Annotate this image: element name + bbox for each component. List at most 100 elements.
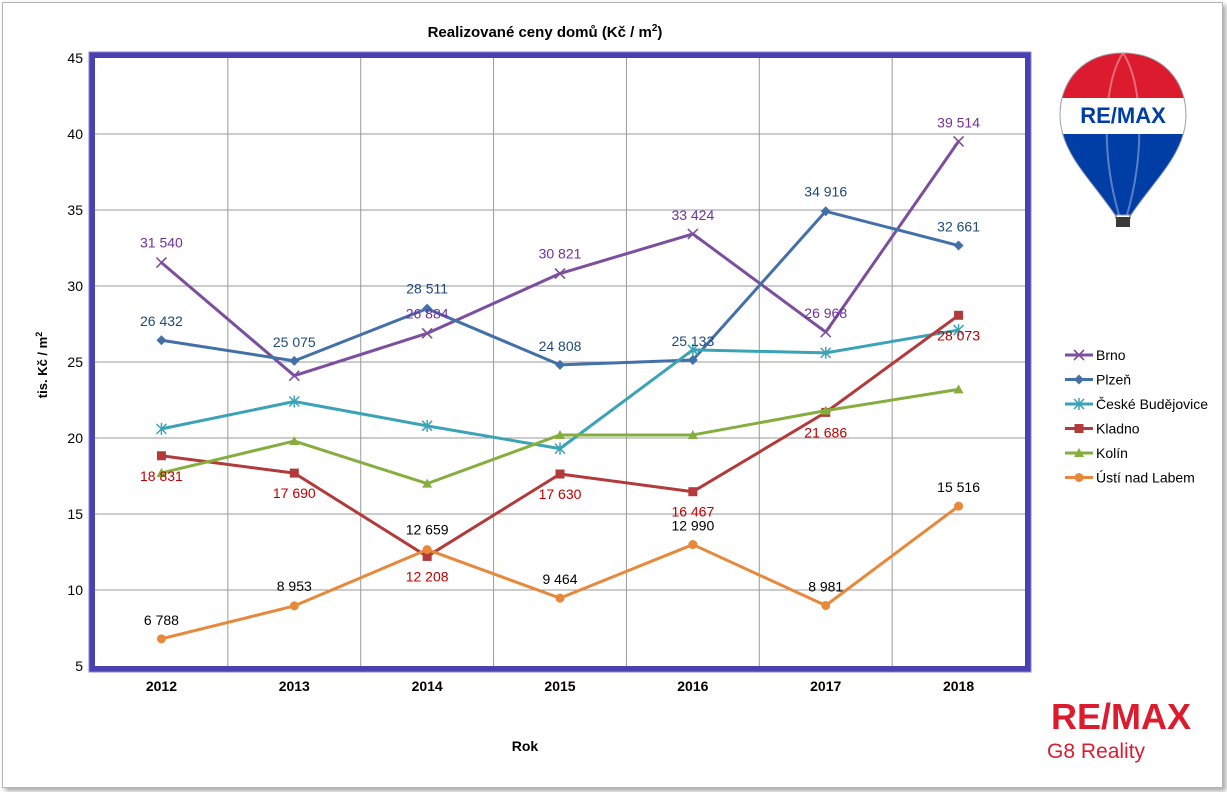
legend-item: Brno — [1065, 347, 1126, 363]
data-point — [1074, 374, 1084, 385]
data-point — [288, 370, 300, 382]
data-label: 24 808 — [539, 338, 582, 354]
data-point — [687, 343, 699, 356]
data-label: 25 075 — [273, 334, 316, 350]
series-lines — [155, 135, 965, 644]
data-point — [422, 545, 432, 555]
data-point — [555, 469, 565, 479]
data-point — [1073, 349, 1085, 361]
data-label: 28 511 — [406, 281, 448, 297]
data-point — [555, 359, 565, 370]
data-point — [289, 601, 299, 611]
legend-item: Kolín — [1065, 445, 1128, 461]
legend-label: Ústí nad Labem — [1096, 470, 1195, 486]
data-point — [421, 419, 433, 432]
legend-item: Plzeň — [1065, 372, 1131, 388]
remax-balloon-icon: RE/MAX — [1059, 52, 1187, 227]
data-label: 21 686 — [804, 424, 847, 440]
y-tick-label: 45 — [67, 50, 83, 66]
x-tick-label: 2018 — [943, 678, 974, 694]
y-axis-label: tis. Kč / m2 — [34, 332, 50, 398]
data-point — [289, 436, 300, 446]
data-label: 12 659 — [406, 522, 449, 538]
data-point — [1074, 473, 1084, 482]
x-axis-label: Rok — [512, 738, 539, 754]
data-point — [820, 326, 832, 338]
data-point — [422, 551, 432, 561]
chart-title: Realizované ceny domů (Kč / m2) — [428, 23, 663, 41]
data-point — [288, 395, 300, 408]
data-label: 34 916 — [804, 183, 847, 199]
y-axis-ticks: 5 10 15 20 25 30 35 40 45 — [67, 50, 83, 674]
data-label: 17 630 — [539, 486, 582, 502]
data-point — [821, 600, 831, 610]
line-chart: Realizované ceny domů (Kč / m2) 5 10 15 20 2… — [34, 23, 1208, 763]
svg-text:G8 Reality: G8 Reality — [1047, 740, 1146, 763]
data-point — [953, 384, 964, 394]
series-Brno — [155, 135, 965, 382]
data-label: 18 831 — [140, 468, 183, 484]
data-point — [422, 478, 433, 488]
data-label: 26 884 — [406, 305, 449, 321]
data-point — [953, 240, 964, 251]
series-České Budějovice — [155, 324, 965, 455]
data-point — [820, 405, 831, 415]
y-tick-label: 40 — [67, 126, 83, 142]
data-label: 26 432 — [140, 313, 183, 329]
data-label: 32 661 — [937, 219, 980, 235]
data-label: 17 690 — [273, 485, 316, 501]
legend-label: Kladno — [1096, 421, 1140, 437]
legend-item: České Budějovice — [1065, 396, 1208, 412]
series-Plzeň — [156, 206, 964, 370]
data-label: 39 514 — [937, 114, 980, 130]
legend-label: Plzeň — [1096, 372, 1131, 388]
legend-label: České Budějovice — [1096, 396, 1208, 412]
remax-logo: RE/MAX G8 Reality — [1047, 696, 1191, 763]
y-tick-label: 30 — [67, 278, 83, 294]
data-label: 30 821 — [539, 246, 582, 262]
series-Ústí nad Labem — [156, 501, 964, 644]
y-tick-label: 15 — [67, 506, 83, 522]
data-label: 15 516 — [937, 479, 980, 495]
data-point — [954, 310, 964, 320]
data-label: 33 424 — [671, 207, 714, 223]
data-point — [156, 634, 166, 644]
data-point — [554, 442, 566, 455]
data-point — [554, 267, 566, 280]
legend: Brno Plzeň České Budějovice Kladno Kolín Ústí… — [1065, 347, 1208, 486]
data-point — [156, 335, 167, 346]
data-label: 6 788 — [144, 612, 179, 628]
data-label: 16 467 — [671, 504, 714, 520]
y-tick-label: 35 — [67, 202, 83, 218]
series-Kolín — [156, 384, 964, 488]
data-point — [289, 355, 300, 366]
data-label: 26 968 — [804, 305, 847, 321]
data-point — [953, 135, 965, 147]
data-point — [555, 593, 565, 603]
x-tick-label: 2017 — [810, 678, 841, 694]
legend-item: Ústí nad Labem — [1065, 470, 1195, 486]
data-point — [687, 429, 698, 439]
legend-label: Kolín — [1096, 445, 1128, 461]
data-point — [289, 468, 299, 478]
data-point — [155, 422, 167, 435]
legend-item: Kladno — [1065, 421, 1140, 437]
data-point — [1074, 424, 1084, 433]
data-point — [688, 487, 698, 497]
data-label: 9 464 — [542, 571, 577, 587]
data-point — [1073, 398, 1085, 410]
data-label: 31 540 — [140, 235, 183, 251]
data-label: 8 981 — [808, 578, 843, 594]
y-tick-label: 5 — [75, 658, 83, 674]
x-tick-label: 2016 — [677, 678, 708, 694]
data-point — [1074, 448, 1084, 457]
data-label: 12 208 — [406, 568, 449, 584]
svg-text:RE/MAX: RE/MAX — [1051, 696, 1191, 737]
data-label: 28 073 — [937, 327, 980, 343]
data-labels: 31 540 26 884 30 821 33 424 26 968 39 514 26 4… — [140, 114, 980, 627]
x-tick-label: 2015 — [544, 678, 575, 694]
data-point — [422, 303, 433, 314]
data-point — [687, 354, 698, 365]
data-point — [156, 451, 166, 461]
data-point — [954, 501, 964, 511]
